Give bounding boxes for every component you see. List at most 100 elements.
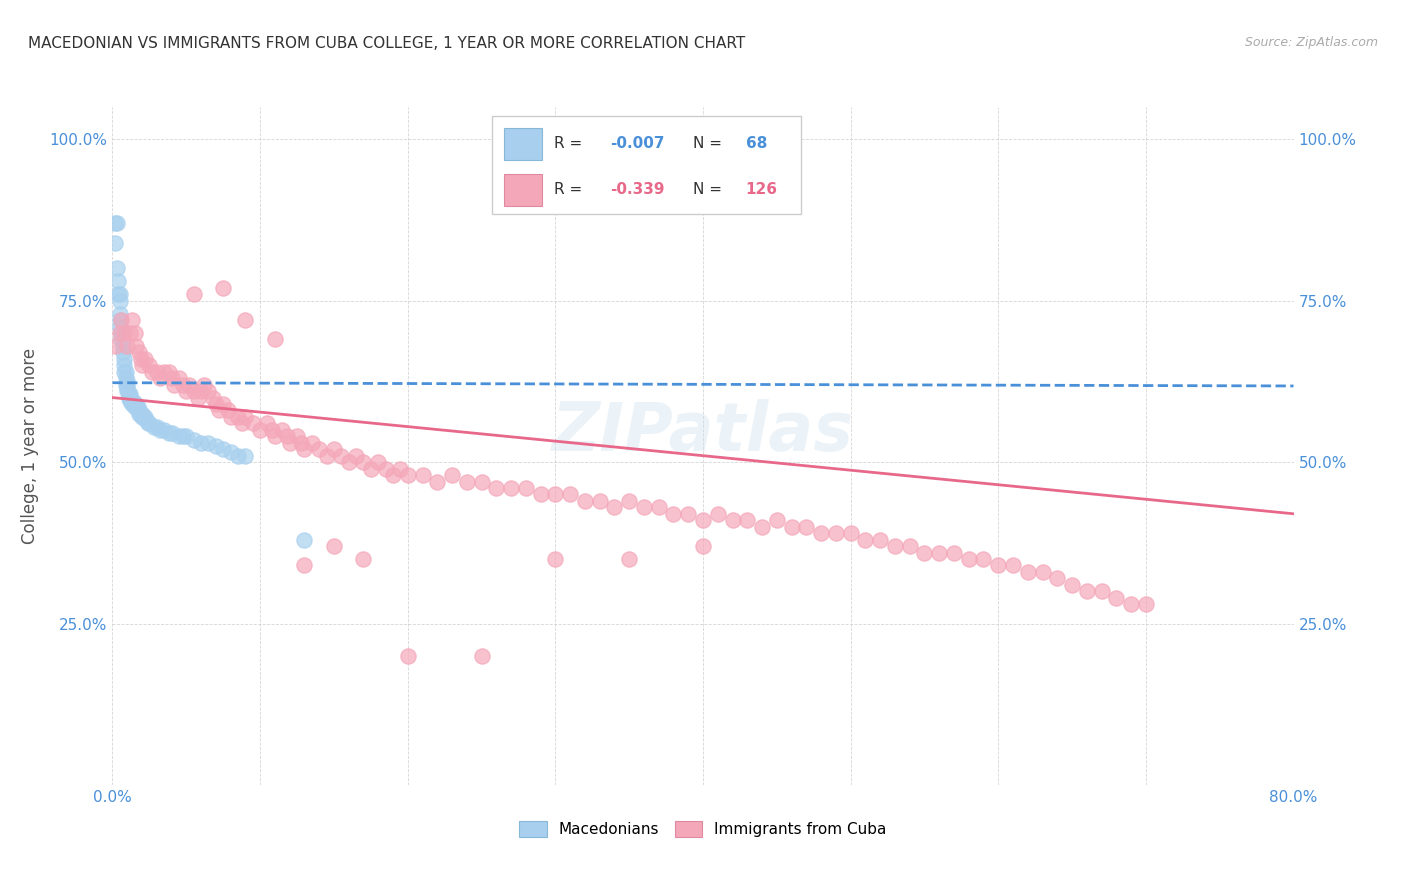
Point bbox=[271, 423, 294, 437]
Point bbox=[190, 384, 212, 398]
Point bbox=[1105, 591, 1128, 605]
Text: N =: N = bbox=[693, 136, 727, 151]
Point bbox=[183, 287, 205, 301]
Point bbox=[136, 417, 159, 431]
Point bbox=[122, 393, 145, 408]
Text: ZIPatlas: ZIPatlas bbox=[553, 400, 853, 466]
Point bbox=[172, 377, 194, 392]
Point bbox=[1032, 565, 1054, 579]
Point bbox=[721, 513, 744, 527]
Point bbox=[1062, 578, 1084, 592]
Point bbox=[190, 435, 212, 450]
Point bbox=[110, 333, 132, 347]
Point bbox=[766, 513, 789, 527]
Text: 126: 126 bbox=[745, 182, 778, 197]
Point bbox=[219, 445, 242, 459]
Point bbox=[112, 326, 135, 340]
Point bbox=[692, 513, 714, 527]
Text: N =: N = bbox=[693, 182, 727, 197]
Point bbox=[780, 519, 803, 533]
Point bbox=[149, 423, 172, 437]
Point bbox=[588, 494, 610, 508]
Point bbox=[292, 442, 315, 457]
Point bbox=[157, 426, 180, 441]
Text: -0.339: -0.339 bbox=[610, 182, 664, 197]
Point bbox=[125, 397, 148, 411]
Point bbox=[678, 507, 700, 521]
Point bbox=[141, 365, 163, 379]
Point bbox=[456, 475, 478, 489]
Point bbox=[824, 526, 846, 541]
Point bbox=[973, 552, 995, 566]
Point bbox=[957, 552, 980, 566]
Point bbox=[205, 439, 228, 453]
Point bbox=[183, 433, 205, 447]
Y-axis label: College, 1 year or more: College, 1 year or more bbox=[21, 348, 38, 544]
Point bbox=[411, 468, 433, 483]
Point bbox=[110, 313, 132, 327]
Point bbox=[134, 351, 156, 366]
Point bbox=[118, 391, 141, 405]
Point bbox=[352, 552, 374, 566]
Point bbox=[1135, 597, 1157, 611]
Point bbox=[212, 442, 235, 457]
Point bbox=[160, 371, 183, 385]
Point bbox=[256, 417, 278, 431]
Point bbox=[174, 384, 197, 398]
Point bbox=[264, 429, 287, 443]
Point bbox=[212, 397, 235, 411]
Point bbox=[619, 494, 641, 508]
Point bbox=[515, 481, 537, 495]
Point bbox=[128, 403, 150, 417]
Point bbox=[987, 558, 1010, 573]
Point bbox=[501, 481, 523, 495]
Point bbox=[108, 287, 131, 301]
Point bbox=[121, 393, 143, 408]
Point bbox=[124, 397, 146, 411]
Point bbox=[167, 429, 190, 443]
Point bbox=[163, 377, 186, 392]
Point bbox=[197, 384, 219, 398]
FancyBboxPatch shape bbox=[505, 174, 541, 206]
Point bbox=[107, 274, 129, 288]
Point bbox=[104, 235, 127, 250]
Point bbox=[231, 417, 253, 431]
Point bbox=[142, 419, 165, 434]
Point bbox=[108, 293, 131, 308]
Point bbox=[153, 423, 176, 437]
Point bbox=[928, 545, 950, 559]
Point bbox=[149, 371, 172, 385]
Point bbox=[120, 391, 142, 405]
Point bbox=[706, 507, 728, 521]
Point bbox=[105, 216, 128, 230]
Point bbox=[382, 468, 405, 483]
Point bbox=[323, 539, 346, 553]
Point bbox=[128, 407, 150, 421]
Point bbox=[292, 533, 315, 547]
Point bbox=[1091, 584, 1114, 599]
Point bbox=[108, 307, 131, 321]
Point bbox=[167, 371, 190, 385]
Point bbox=[117, 339, 138, 353]
Point bbox=[219, 409, 242, 424]
Point bbox=[367, 455, 389, 469]
Point bbox=[898, 539, 921, 553]
Point bbox=[352, 455, 374, 469]
Point bbox=[118, 387, 141, 401]
Point bbox=[264, 333, 287, 347]
Point bbox=[285, 429, 308, 443]
Point bbox=[942, 545, 965, 559]
Point bbox=[107, 287, 129, 301]
Point bbox=[111, 345, 134, 359]
Point bbox=[290, 435, 312, 450]
Point bbox=[187, 391, 209, 405]
Point bbox=[337, 455, 360, 469]
Point bbox=[692, 539, 714, 553]
Point bbox=[276, 429, 298, 443]
Point bbox=[138, 417, 160, 431]
Point bbox=[1119, 597, 1142, 611]
Point bbox=[112, 351, 135, 366]
Point bbox=[242, 417, 264, 431]
Point bbox=[426, 475, 449, 489]
Point bbox=[485, 481, 508, 495]
